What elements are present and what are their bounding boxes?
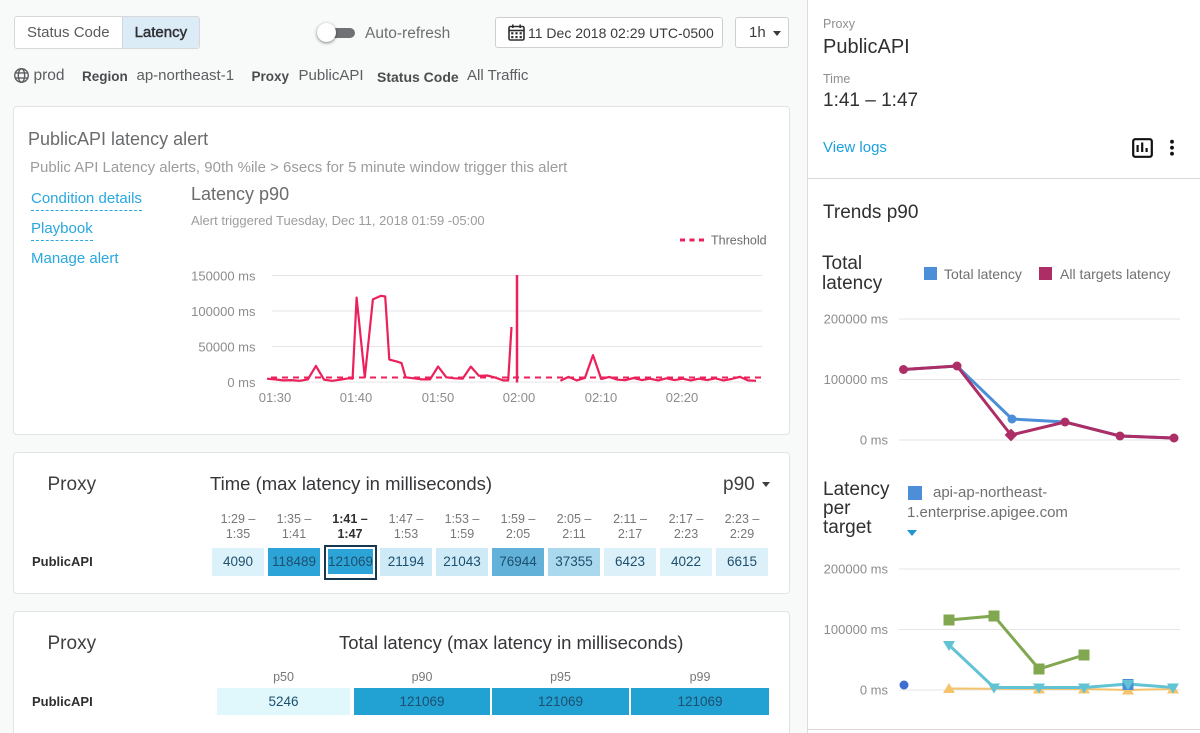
svg-text:Threshold: Threshold	[711, 234, 767, 248]
svg-text:200000 ms: 200000 ms	[824, 312, 889, 327]
svg-text:0 ms: 0 ms	[227, 375, 256, 390]
svg-text:02:20: 02:20	[666, 390, 699, 405]
svg-text:200000 ms: 200000 ms	[824, 562, 889, 577]
svg-text:50000 ms: 50000 ms	[198, 340, 256, 355]
svg-text:02:00: 02:00	[503, 390, 536, 405]
svg-text:100000 ms: 100000 ms	[191, 304, 256, 319]
svg-text:0 ms: 0 ms	[860, 683, 889, 698]
svg-text:100000 ms: 100000 ms	[824, 622, 889, 637]
svg-text:02:10: 02:10	[585, 390, 618, 405]
svg-text:01:40: 01:40	[340, 390, 373, 405]
svg-text:01:30: 01:30	[259, 390, 292, 405]
svg-text:01:50: 01:50	[422, 390, 455, 405]
svg-text:150000 ms: 150000 ms	[191, 269, 256, 284]
svg-text:100000 ms: 100000 ms	[824, 372, 889, 387]
svg-text:0 ms: 0 ms	[860, 433, 889, 448]
